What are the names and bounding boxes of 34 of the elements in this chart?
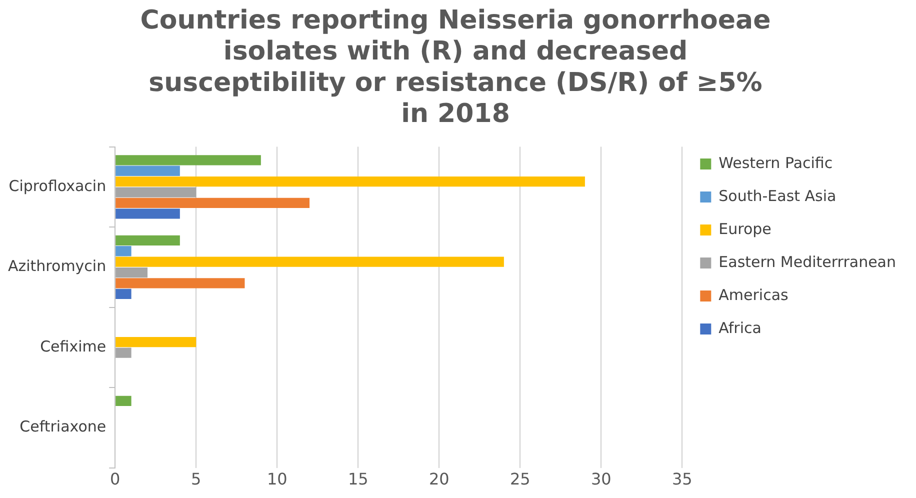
bar xyxy=(116,288,132,300)
bar xyxy=(116,166,180,176)
y-tick-label: Cefixime xyxy=(40,337,106,356)
bar xyxy=(116,267,148,278)
bar xyxy=(116,396,132,406)
legend-label: South-East Asia xyxy=(718,186,836,205)
x-tick-label: 20 xyxy=(428,470,450,489)
x-tick-label: 5 xyxy=(191,470,202,489)
bar xyxy=(116,198,310,208)
bar xyxy=(116,235,180,246)
legend-label: Western Pacific xyxy=(718,154,833,172)
x-tick-label: 25 xyxy=(510,470,530,489)
x-tick-label: 0 xyxy=(110,470,120,489)
bar xyxy=(116,336,196,348)
bar xyxy=(116,256,504,267)
bar xyxy=(116,155,261,166)
y-tick-label: Ceftriaxone xyxy=(20,418,106,436)
bar xyxy=(116,176,585,187)
x-tick-label: 10 xyxy=(266,470,288,489)
legend-label: Eastern Mediterrranean xyxy=(718,252,896,271)
x-tick-label: 35 xyxy=(672,470,692,489)
x-tick-label: 15 xyxy=(348,470,368,489)
bar xyxy=(116,208,180,219)
x-tick-label: 30 xyxy=(590,470,612,489)
legend-label: Americas xyxy=(718,286,789,304)
bar xyxy=(116,246,132,256)
bar xyxy=(116,348,132,358)
chart-title: Countries reporting Neisseria gonorrhoeae isolates with (R) and decreased susceptibility or resistance (DS/R) of ≥5% in 2018 xyxy=(140,5,771,129)
y-tick-label: Ciprofloxacin xyxy=(8,176,106,195)
y-tick-label: Azithromycin xyxy=(8,257,106,276)
bar xyxy=(116,278,245,288)
legend-label: Africa xyxy=(718,318,762,337)
legend-label: Europe xyxy=(718,220,772,238)
bar xyxy=(116,187,196,198)
